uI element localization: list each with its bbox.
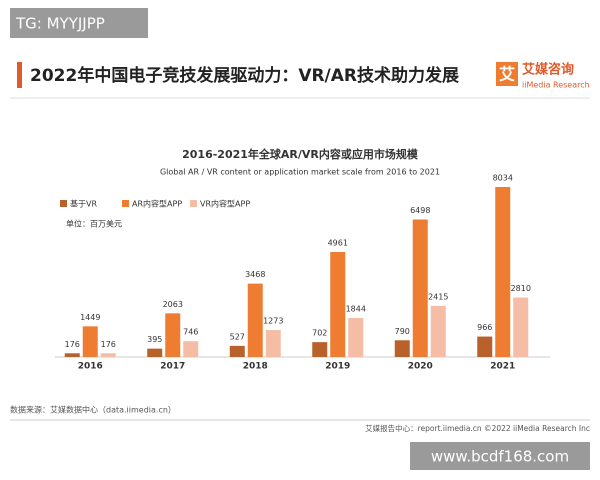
data-label: 966 bbox=[477, 323, 492, 332]
data-label: 1844 bbox=[346, 304, 366, 313]
bar bbox=[147, 348, 163, 357]
data-label: 3468 bbox=[245, 270, 265, 279]
bar bbox=[64, 353, 80, 357]
bar bbox=[229, 345, 245, 357]
watermark: TG: MYYJJPP bbox=[15, 15, 105, 33]
logo-sub: iiMedia Research bbox=[522, 81, 590, 90]
legend-swatch bbox=[122, 200, 129, 207]
bar bbox=[394, 340, 410, 357]
unit-label: 单位：百万美元 bbox=[66, 219, 122, 229]
data-label: 746 bbox=[183, 328, 198, 337]
data-label: 6498 bbox=[410, 206, 430, 215]
bar bbox=[348, 317, 364, 357]
legend-swatch bbox=[60, 200, 67, 207]
bar bbox=[312, 342, 328, 357]
legend-label: VR内容型APP bbox=[200, 199, 250, 209]
data-label: 527 bbox=[230, 332, 245, 341]
bar bbox=[330, 252, 346, 357]
data-label: 702 bbox=[312, 329, 327, 338]
data-label: 176 bbox=[101, 340, 116, 349]
x-tick-label: 2020 bbox=[408, 362, 433, 372]
x-tick-label: 2018 bbox=[243, 362, 268, 372]
watermark-box bbox=[10, 8, 148, 38]
bar bbox=[165, 313, 181, 357]
bar bbox=[183, 341, 199, 357]
chart-subtitle: Global AR / VR content or application ma… bbox=[160, 168, 440, 177]
data-label: 1449 bbox=[80, 313, 100, 322]
legend-swatch bbox=[190, 200, 197, 207]
data-label: 2415 bbox=[428, 292, 448, 301]
bar bbox=[430, 305, 446, 357]
data-label: 1273 bbox=[263, 317, 283, 326]
bar bbox=[495, 187, 511, 357]
footer: 艾媒报告中心：report.iimedia.cn ©2022 iiMedia R… bbox=[365, 423, 590, 433]
x-tick-label: 2021 bbox=[490, 362, 515, 372]
data-label: 4961 bbox=[328, 239, 348, 248]
data-label: 790 bbox=[395, 327, 410, 336]
legend-label: 基于VR bbox=[70, 199, 97, 209]
title-accent bbox=[17, 62, 22, 88]
bar bbox=[247, 283, 263, 357]
page-title: 2022年中国电子竞技发展驱动力：VR/AR技术助力发展 bbox=[30, 65, 459, 86]
logo-box bbox=[496, 62, 518, 86]
bar bbox=[82, 326, 98, 357]
source: 数据来源：艾媒数据中心（data.iimedia.cn） bbox=[10, 405, 176, 415]
bar bbox=[477, 336, 493, 357]
bottom-watermark-box bbox=[410, 442, 590, 470]
data-label: 176 bbox=[65, 340, 80, 349]
data-label: 395 bbox=[147, 335, 162, 344]
logo-name: 艾媒咨询 bbox=[522, 62, 574, 78]
data-label: 2810 bbox=[511, 284, 531, 293]
bar bbox=[412, 219, 428, 357]
data-label: 2063 bbox=[163, 300, 183, 309]
x-tick-label: 2019 bbox=[325, 362, 350, 372]
data-label: 8034 bbox=[493, 174, 513, 183]
x-tick-label: 2016 bbox=[78, 362, 103, 372]
logo-mark: 艾 bbox=[499, 65, 515, 84]
x-tick-label: 2017 bbox=[160, 362, 185, 372]
bar bbox=[100, 353, 116, 357]
bar bbox=[513, 297, 529, 357]
bottom-watermark: www.bcdf168.com bbox=[431, 448, 569, 466]
bar bbox=[265, 330, 281, 357]
legend-label: AR内容型APP bbox=[132, 199, 182, 209]
chart-title: 2016-2021年全球AR/VR内容或应用市场规模 bbox=[182, 147, 419, 161]
